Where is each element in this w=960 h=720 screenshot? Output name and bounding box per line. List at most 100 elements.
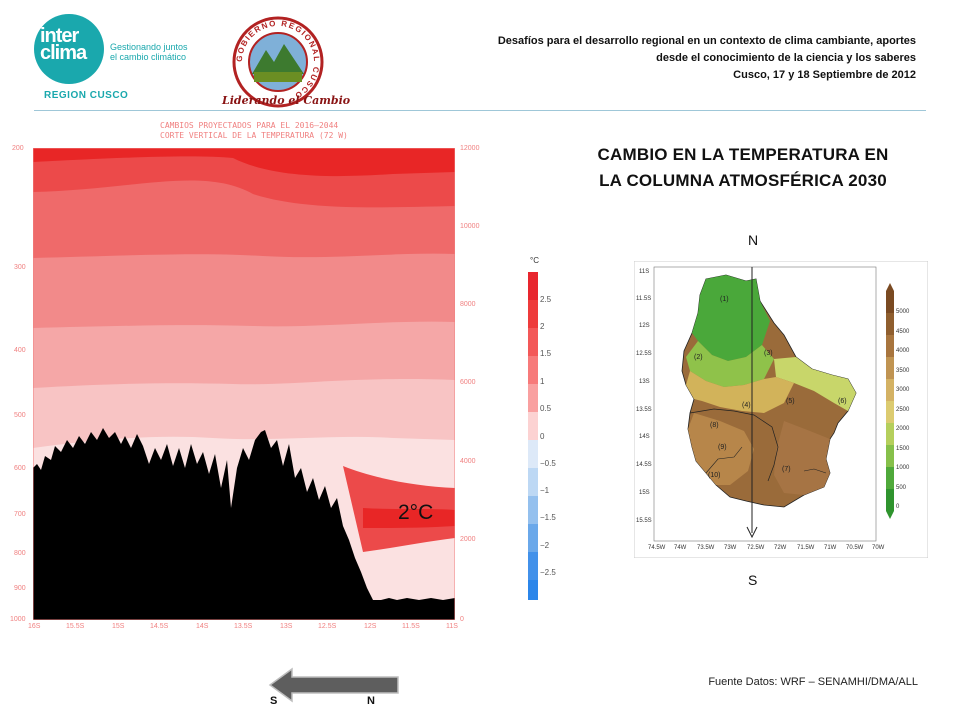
terrain-silhouette <box>33 428 455 620</box>
svg-text:72W: 72W <box>774 545 787 551</box>
height-tick: 6000 <box>460 379 476 386</box>
conference-title-2: desde el conocimiento de la ciencia y lo… <box>656 52 916 64</box>
latitude-tick: 13.5S <box>234 623 253 630</box>
svg-text:71W: 71W <box>824 545 837 551</box>
conference-date: Cusco, 17 y 18 Septiembre de 2012 <box>733 69 916 81</box>
conference-title-1: Desafíos para el desarrollo regional en … <box>497 35 916 47</box>
svg-text:(9): (9) <box>718 444 727 451</box>
svg-text:70.5W: 70.5W <box>846 545 864 551</box>
height-tick: 8000 <box>460 301 476 308</box>
cusco-elevation-map: 11S 11.5S 12S 12.5S 13S 13.5S 14S 14.5S … <box>634 261 928 558</box>
height-tick: 12000 <box>460 145 480 152</box>
svg-text:14S: 14S <box>639 434 650 440</box>
svg-text:1000: 1000 <box>896 465 910 471</box>
svg-text:(2): (2) <box>694 354 703 361</box>
svg-text:0: 0 <box>896 504 900 510</box>
svg-text:4000: 4000 <box>896 348 910 354</box>
svg-text:11S: 11S <box>639 269 649 275</box>
svg-text:15.5S: 15.5S <box>636 518 652 524</box>
legend-label: −2.5 <box>540 568 556 577</box>
latitude-tick: 12.5S <box>318 623 337 630</box>
svg-text:(5): (5) <box>786 398 795 405</box>
pressure-tick: 400 <box>14 347 26 354</box>
pressure-tick: 300 <box>14 264 26 271</box>
svg-text:(3): (3) <box>764 350 773 357</box>
svg-text:(10): (10) <box>708 472 720 479</box>
two-degree-annotation: 2°C <box>398 501 434 524</box>
svg-text:73.5W: 73.5W <box>697 545 715 551</box>
emblem-caption: Liderando el Cambio <box>222 94 351 107</box>
legend-label: −1 <box>540 486 550 495</box>
data-source: Fuente Datos: WRF – SENAMHI/DMA/ALL <box>708 676 918 688</box>
regional-government-emblem: GOBIERNO REGIONAL CUSCO <box>232 16 324 108</box>
svg-text:12.5S: 12.5S <box>636 351 652 357</box>
legend-label: 1 <box>540 377 545 386</box>
latitude-tick: 11S <box>446 623 458 630</box>
cross-section-plot <box>33 148 455 620</box>
height-tick: 0 <box>460 616 464 623</box>
interclima-logo <box>34 14 104 84</box>
pressure-tick: 800 <box>14 550 26 557</box>
svg-text:72.5W: 72.5W <box>747 545 765 551</box>
latitude-tick: 15S <box>112 623 125 630</box>
latitude-tick: 14.5S <box>150 623 169 630</box>
latitude-tick: 11.5S <box>402 623 420 630</box>
svg-text:12S: 12S <box>639 323 650 329</box>
height-tick: 4000 <box>460 458 476 465</box>
arrow-south-label: S <box>270 695 278 707</box>
svg-text:(1): (1) <box>720 296 729 303</box>
cross-section-title: CAMBIOS PROYECTADOS PARA EL 2016–2044 CO… <box>160 121 348 140</box>
svg-text:71.5W: 71.5W <box>797 545 815 551</box>
conference-info: Desafíos para el desarrollo regional en … <box>356 33 916 84</box>
legend-label: −2 <box>540 541 550 550</box>
svg-text:13.5S: 13.5S <box>636 407 652 413</box>
svg-text:4500: 4500 <box>896 329 910 335</box>
svg-text:14.5S: 14.5S <box>636 462 652 468</box>
svg-text:2000: 2000 <box>896 426 910 432</box>
south-label: S <box>748 572 758 588</box>
svg-text:(8): (8) <box>710 422 719 429</box>
svg-text:(4): (4) <box>742 402 751 409</box>
latitude-tick: 16S <box>28 623 41 630</box>
legend-label: 2 <box>540 322 545 331</box>
svg-text:(7): (7) <box>782 466 791 473</box>
legend-label: −0.5 <box>540 459 556 468</box>
svg-text:13S: 13S <box>639 379 650 385</box>
latitude-tick: 13S <box>280 623 293 630</box>
legend-label: −1.5 <box>540 513 556 522</box>
legend-label: 0.5 <box>540 404 552 413</box>
svg-text:11.5S: 11.5S <box>636 296 651 302</box>
pressure-tick: 1000 <box>10 616 26 623</box>
pressure-tick: 200 <box>12 145 24 152</box>
pressure-tick: 500 <box>14 412 26 419</box>
legend-label: 1.5 <box>540 349 552 358</box>
svg-text:2500: 2500 <box>896 407 910 413</box>
north-label: N <box>748 232 759 248</box>
svg-text:(6): (6) <box>838 398 847 405</box>
height-tick: 2000 <box>460 536 476 543</box>
region-label: REGION CUSCO <box>44 90 129 101</box>
slide-title: CAMBIO EN LA TEMPERATURA EN LA COLUMNA A… <box>597 145 889 190</box>
svg-text:5000: 5000 <box>896 309 910 315</box>
direction-arrow-icon <box>268 667 399 703</box>
svg-text:15S: 15S <box>639 490 650 496</box>
pressure-tick: 900 <box>14 585 26 592</box>
svg-text:500: 500 <box>896 485 907 491</box>
interclima-logo-text: inter clima <box>40 25 87 64</box>
arrow-north-label: N <box>367 695 375 707</box>
latitude-tick: 14S <box>196 623 209 630</box>
legend-unit: °C <box>530 256 539 265</box>
legend-label: 0 <box>540 432 545 441</box>
latitude-tick: 15.5S <box>66 623 85 630</box>
band-lower-core <box>363 508 455 528</box>
svg-text:73W: 73W <box>724 545 737 551</box>
svg-text:74W: 74W <box>674 545 687 551</box>
temperature-colorbar <box>528 272 538 600</box>
height-tick: 10000 <box>460 223 480 230</box>
band-top <box>33 148 455 177</box>
svg-text:1500: 1500 <box>896 446 910 452</box>
latitude-tick: 12S <box>364 623 377 630</box>
svg-text:3500: 3500 <box>896 368 910 374</box>
svg-text:70W: 70W <box>872 545 885 551</box>
pressure-tick: 600 <box>14 465 26 472</box>
